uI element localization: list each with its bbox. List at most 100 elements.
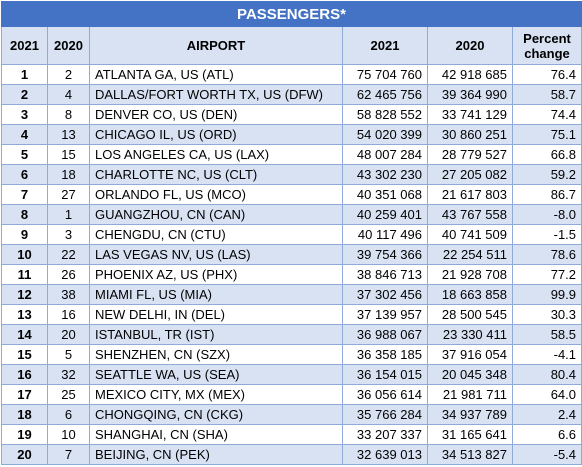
cell-rank-2020: 16 — [47, 304, 90, 325]
cell-percent-change: 74.4 — [511, 104, 582, 125]
cell-airport: CHARLOTTE NC, US (CLT) — [89, 164, 343, 185]
cell-rank-2020: 5 — [47, 344, 90, 365]
cell-rank-2021: 5 — [1, 144, 48, 165]
table-title: PASSENGERS* — [0, 1, 582, 27]
cell-passengers-2020: 39 364 990 — [427, 84, 513, 105]
cell-airport: LAS VEGAS NV, US (LAS) — [89, 244, 343, 265]
cell-passengers-2021: 36 358 185 — [342, 344, 428, 365]
cell-passengers-2020: 31 165 641 — [427, 424, 513, 445]
header-passengers-2020: 2020 — [427, 26, 513, 65]
cell-percent-change: 77.2 — [511, 264, 582, 285]
cell-passengers-2020: 22 254 511 — [427, 244, 513, 265]
cell-passengers-2020: 33 741 129 — [427, 104, 513, 125]
cell-percent-change: -1.5 — [511, 224, 582, 245]
cell-percent-change: 58.5 — [511, 324, 582, 345]
cell-airport: MEXICO CITY, MX (MEX) — [89, 384, 343, 405]
cell-passengers-2021: 38 846 713 — [342, 264, 428, 285]
cell-percent-change: 99.9 — [511, 284, 582, 305]
cell-rank-2021: 10 — [1, 244, 48, 265]
cell-rank-2020: 3 — [47, 224, 90, 245]
cell-rank-2020: 7 — [47, 444, 90, 465]
cell-passengers-2021: 40 259 401 — [342, 204, 428, 225]
cell-airport: LOS ANGELES CA, US (LAX) — [89, 144, 343, 165]
table-row: 6 18 CHARLOTTE NC, US (CLT) 43 302 230 27 20… — [1, 164, 582, 185]
cell-rank-2021: 6 — [1, 164, 48, 185]
table-row: 13 16 NEW DELHI, IN (DEL) 37 139 957 28 500 … — [1, 304, 582, 325]
cell-passengers-2021: 33 207 337 — [342, 424, 428, 445]
table-row: 9 3 CHENGDU, CN (CTU) 40 117 496 40 741 509-… — [1, 224, 582, 245]
cell-rank-2021: 16 — [1, 364, 48, 385]
header-rank-2020: 2020 — [47, 26, 90, 65]
cell-rank-2020: 4 — [47, 84, 90, 105]
table-row: 11 26 PHOENIX AZ, US (PHX) 38 846 713 21 928… — [1, 264, 582, 285]
cell-percent-change: 59.2 — [511, 164, 582, 185]
cell-passengers-2020: 18 663 858 — [427, 284, 513, 305]
cell-passengers-2020: 21 928 708 — [427, 264, 513, 285]
cell-percent-change: 66.8 — [511, 144, 582, 165]
cell-airport: ISTANBUL, TR (IST) — [89, 324, 343, 345]
cell-rank-2021: 3 — [1, 104, 48, 125]
table-row: 8 1 GUANGZHOU, CN (CAN) 40 259 401 43 767 55… — [1, 204, 582, 225]
cell-passengers-2020: 28 779 527 — [427, 144, 513, 165]
table-row: 17 25 MEXICO CITY, MX (MEX) 36 056 614 21 98… — [1, 384, 582, 405]
cell-percent-change: -4.1 — [511, 344, 582, 365]
cell-rank-2021: 1 — [1, 64, 48, 85]
cell-airport: SHANGHAI, CN (SHA) — [89, 424, 343, 445]
table-row: 19 10 SHANGHAI, CN (SHA) 33 207 337 31 165 6… — [1, 424, 582, 445]
cell-rank-2021: 11 — [1, 264, 48, 285]
cell-passengers-2021: 62 465 756 — [342, 84, 428, 105]
cell-percent-change: 78.6 — [511, 244, 582, 265]
cell-rank-2021: 13 — [1, 304, 48, 325]
cell-airport: DENVER CO, US (DEN) — [89, 104, 343, 125]
cell-passengers-2021: 40 351 068 — [342, 184, 428, 205]
cell-rank-2021: 12 — [1, 284, 48, 305]
cell-airport: CHICAGO IL, US (ORD) — [89, 124, 343, 145]
cell-passengers-2020: 23 330 411 — [427, 324, 513, 345]
table-row: 2 4 DALLAS/FORT WORTH TX, US (DFW) 62 465 7… — [1, 84, 582, 105]
cell-passengers-2021: 37 302 456 — [342, 284, 428, 305]
cell-percent-change: -5.4 — [511, 444, 582, 465]
cell-passengers-2020: 20 045 348 — [427, 364, 513, 385]
cell-passengers-2021: 35 766 284 — [342, 404, 428, 425]
table-row: 16 32 SEATTLE WA, US (SEA) 36 154 015 20 045… — [1, 364, 582, 385]
cell-percent-change: 58.7 — [511, 84, 582, 105]
title-row: PASSENGERS* — [0, 1, 582, 27]
cell-rank-2021: 7 — [1, 184, 48, 205]
cell-passengers-2020: 34 937 789 — [427, 404, 513, 425]
cell-percent-change: 6.6 — [511, 424, 582, 445]
cell-airport: DALLAS/FORT WORTH TX, US (DFW) — [89, 84, 343, 105]
cell-passengers-2021: 43 302 230 — [342, 164, 428, 185]
table-row: 10 22 LAS VEGAS NV, US (LAS) 39 754 366 22 2… — [1, 244, 582, 265]
cell-passengers-2020: 37 916 054 — [427, 344, 513, 365]
cell-airport: SHENZHEN, CN (SZX) — [89, 344, 343, 365]
header-row: 2021 2020 AIRPORT 2021 2020 Percent chan… — [1, 26, 582, 65]
cell-passengers-2020: 40 741 509 — [427, 224, 513, 245]
table-row: 7 27 ORLANDO FL, US (MCO) 40 351 068 21 617 … — [1, 184, 582, 205]
cell-rank-2020: 2 — [47, 64, 90, 85]
cell-passengers-2020: 43 767 558 — [427, 204, 513, 225]
table-row: 18 6 CHONGQING, CN (CKG) 35 766 284 34 937 7… — [1, 404, 582, 425]
header-percent-change: Percent change — [511, 26, 582, 65]
header-percent-change-label: Percent change — [523, 30, 571, 61]
cell-rank-2020: 6 — [47, 404, 90, 425]
cell-airport: ORLANDO FL, US (MCO) — [89, 184, 343, 205]
table-row: 3 8 DENVER CO, US (DEN) 58 828 552 33 741 12… — [1, 104, 582, 125]
cell-rank-2020: 20 — [47, 324, 90, 345]
cell-passengers-2021: 48 007 284 — [342, 144, 428, 165]
cell-passengers-2020: 28 500 545 — [427, 304, 513, 325]
cell-passengers-2020: 42 918 685 — [427, 64, 513, 85]
cell-percent-change: 64.0 — [511, 384, 582, 405]
cell-percent-change: 30.3 — [511, 304, 582, 325]
cell-rank-2021: 8 — [1, 204, 48, 225]
cell-passengers-2021: 32 639 013 — [342, 444, 428, 465]
cell-rank-2020: 32 — [47, 364, 90, 385]
table-body: 1 2 ATLANTA GA, US (ATL) 75 704 760 42 918 6… — [1, 64, 582, 465]
table-row: 12 38 MIAMI FL, US (MIA) 37 302 456 18 663 8… — [1, 284, 582, 305]
cell-percent-change: 86.7 — [511, 184, 582, 205]
cell-airport: ATLANTA GA, US (ATL) — [89, 64, 343, 85]
table-row: 5 15 LOS ANGELES CA, US (LAX) 48 007 284 28 … — [1, 144, 582, 165]
cell-rank-2020: 13 — [47, 124, 90, 145]
cell-rank-2021: 17 — [1, 384, 48, 405]
table-row: 20 7 BEIJING, CN (PEK) 32 639 013 34 513 827… — [1, 444, 582, 465]
